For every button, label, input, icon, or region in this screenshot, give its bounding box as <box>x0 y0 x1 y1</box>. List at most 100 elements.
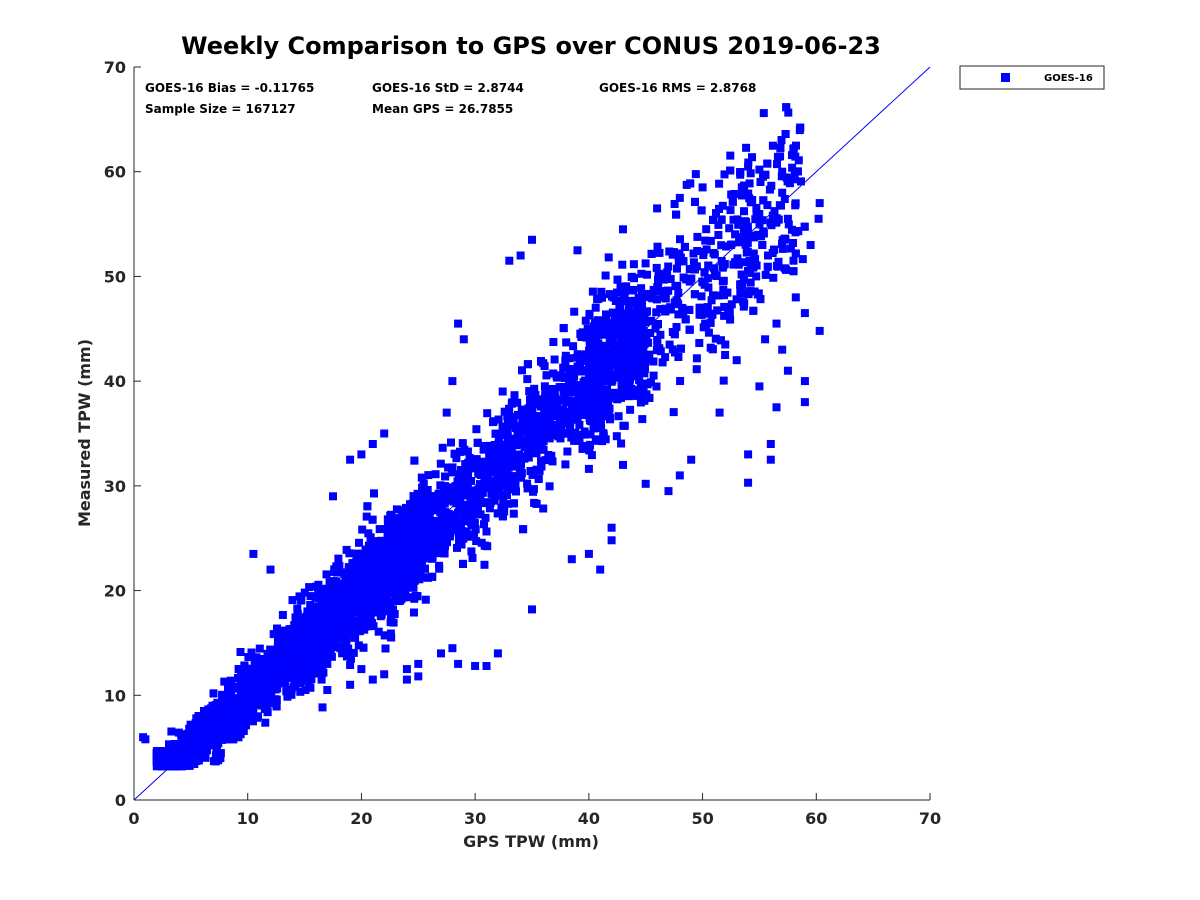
scatter-point <box>706 318 715 327</box>
scatter-point <box>585 414 594 423</box>
scatter-point <box>596 316 605 325</box>
scatter-point <box>584 464 593 473</box>
scatter-point <box>586 401 595 410</box>
scatter-point <box>543 391 552 400</box>
scatter-point <box>508 481 517 489</box>
scatter-point <box>404 519 413 528</box>
scatter-point <box>328 589 337 598</box>
scatter-point <box>592 417 601 426</box>
scatter-point <box>564 429 573 438</box>
scatter-point <box>369 561 378 570</box>
scatter-point <box>362 512 371 521</box>
scatter-point <box>523 484 532 493</box>
scatter-point <box>491 482 500 491</box>
scatter-point <box>489 418 497 427</box>
scatter-point <box>384 597 393 606</box>
scatter-point <box>703 274 712 283</box>
scatter-point <box>693 232 702 241</box>
scatter-point <box>512 487 520 496</box>
scatter-point <box>797 177 805 186</box>
scatter-point <box>721 351 730 359</box>
scatter-point <box>483 472 492 481</box>
scatter-point <box>387 611 396 620</box>
scatter-point <box>671 348 679 357</box>
scatter-point <box>467 477 476 485</box>
scatter-point <box>405 574 413 583</box>
scatter-point <box>273 637 282 646</box>
scatter-point <box>695 310 704 319</box>
scatter-point <box>737 289 746 298</box>
scatter-point <box>471 525 480 534</box>
scatter-point <box>725 224 734 233</box>
scatter-point <box>500 407 509 416</box>
scatter-point <box>498 473 507 481</box>
scatter-point <box>656 305 665 314</box>
scatter-point <box>234 665 243 674</box>
scatter-point <box>746 287 755 296</box>
scatter-point <box>436 507 445 516</box>
scatter-point <box>542 407 551 416</box>
scatter-point <box>342 652 351 661</box>
scatter-point <box>675 249 684 258</box>
scatter-point <box>346 661 355 669</box>
scatter-point <box>586 440 594 449</box>
scatter-point <box>716 336 725 345</box>
scatter-point <box>570 386 579 395</box>
scatter-point <box>766 218 775 227</box>
scatter-point <box>672 210 681 219</box>
scatter-point <box>503 412 512 420</box>
scatter-point <box>438 443 447 452</box>
scatter-point <box>601 271 610 280</box>
scatter-point <box>566 418 575 427</box>
scatter-point <box>377 610 386 619</box>
scatter-point <box>253 712 262 721</box>
scatter-point <box>541 456 550 465</box>
scatter-point <box>629 391 638 400</box>
scatter-point <box>714 220 723 229</box>
scatter-point <box>590 370 599 379</box>
scatter-point <box>523 375 532 384</box>
scatter-point <box>714 231 723 239</box>
scatter-point <box>364 550 373 559</box>
scatter-point <box>393 572 402 580</box>
scatter-point <box>591 303 600 312</box>
scatter-point <box>293 610 302 618</box>
scatter-point <box>420 500 428 508</box>
scatter-point <box>793 167 802 176</box>
scatter-point <box>524 453 533 462</box>
scatter-point <box>617 311 626 320</box>
scatter-point <box>647 316 656 325</box>
scatter-point <box>221 701 230 710</box>
scatter-point <box>759 109 768 118</box>
scatter-point <box>518 366 526 375</box>
scatter-point <box>531 424 540 433</box>
scatter-point <box>341 575 350 584</box>
scatter-point <box>416 525 425 533</box>
scatter-point <box>637 297 646 306</box>
scatter-point <box>298 644 306 653</box>
scatter-point <box>730 190 739 198</box>
scatter-point <box>639 384 648 393</box>
scatter-point <box>293 667 302 676</box>
scatter-point <box>663 268 672 277</box>
scatter-point <box>616 341 624 350</box>
scatter-point <box>574 391 583 400</box>
scatter-point <box>677 344 685 353</box>
scatter-point <box>712 271 721 280</box>
scatter-point <box>368 573 377 582</box>
scatter-point <box>669 248 678 257</box>
scatter-point <box>379 543 388 552</box>
scatter-point <box>340 570 349 578</box>
scatter-point <box>595 389 604 398</box>
scatter-point <box>720 291 728 300</box>
scatter-point <box>584 388 593 397</box>
scatter-point <box>529 485 538 494</box>
scatter-point <box>773 160 781 169</box>
scatter-point <box>614 412 623 421</box>
scatter-point <box>629 260 638 269</box>
scatter-point <box>504 499 513 508</box>
scatter-point <box>786 244 795 253</box>
scatter-point <box>750 287 759 296</box>
scatter-point <box>390 548 399 557</box>
scatter-point <box>537 462 546 471</box>
